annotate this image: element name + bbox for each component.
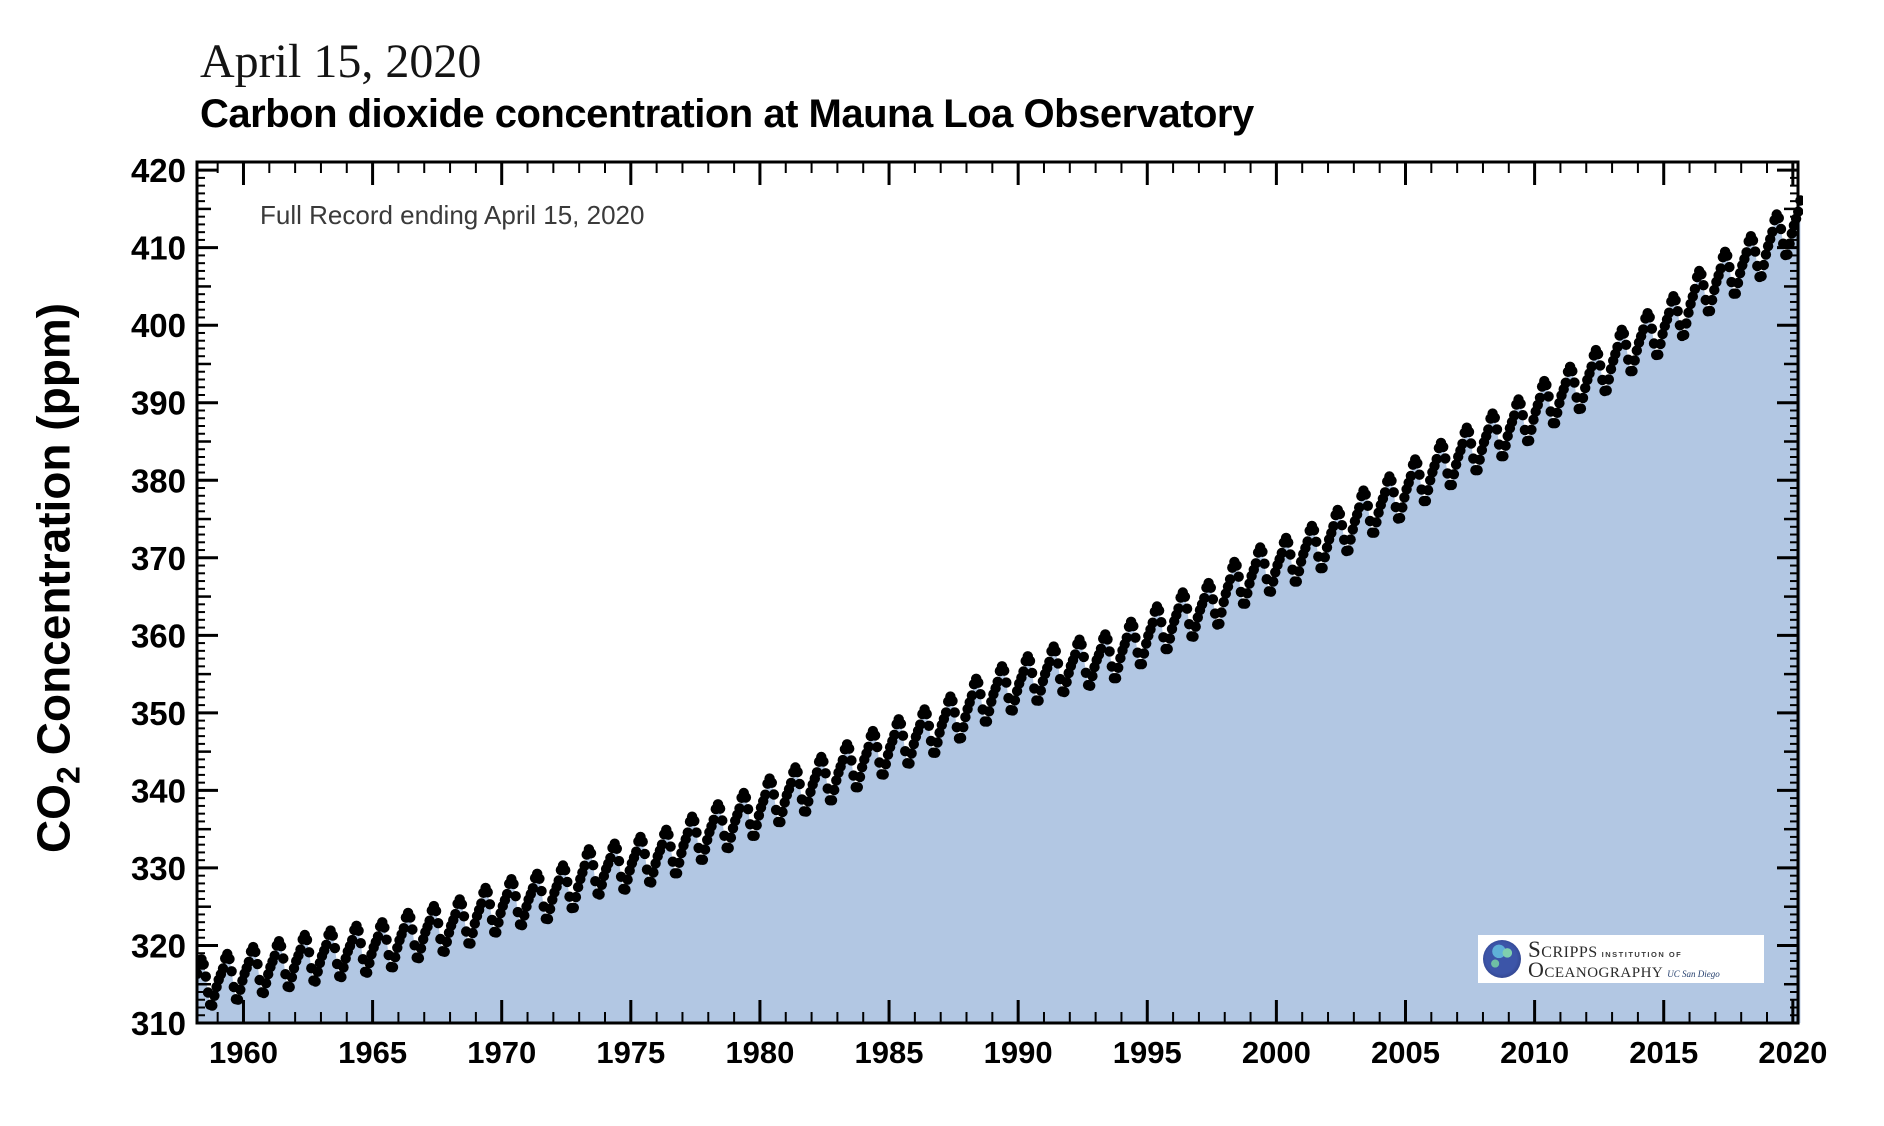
svg-text:350: 350 — [131, 695, 186, 732]
svg-text:320: 320 — [131, 927, 186, 964]
axis-ticks — [197, 162, 1798, 1025]
svg-text:420: 420 — [131, 152, 186, 189]
svg-text:380: 380 — [131, 462, 186, 499]
svg-text:390: 390 — [131, 385, 186, 422]
svg-text:360: 360 — [131, 617, 186, 654]
logo-scripps-wordmark: Scripps — [1528, 936, 1598, 962]
y-tick-labels: 310 320 330 340 350 360 370 380 390 400 410 420 — [131, 152, 186, 1042]
svg-text:370: 370 — [131, 540, 186, 577]
logo-ucsd-text: UC San Diego — [1667, 968, 1720, 979]
svg-text:1965: 1965 — [338, 1035, 407, 1070]
svg-text:340: 340 — [131, 772, 186, 809]
svg-text:1960: 1960 — [209, 1035, 278, 1070]
logo-institution-of-text: INSTITUTION OF — [1601, 949, 1683, 959]
plot-border — [195, 160, 1800, 1025]
svg-text:330: 330 — [131, 850, 186, 887]
svg-text:310: 310 — [131, 1005, 186, 1042]
x-tick-labels: 1960 1965 1970 1975 1980 1985 1990 1995 2000 2005… — [209, 1035, 1827, 1070]
co2-data-points — [197, 195, 1803, 1011]
scripps-logo: Scripps INSTITUTION OF Oceanography UC S… — [1478, 935, 1764, 983]
svg-text:1995: 1995 — [1113, 1035, 1182, 1070]
svg-text:2020: 2020 — [1758, 1035, 1827, 1070]
svg-text:1985: 1985 — [855, 1035, 924, 1070]
svg-text:410: 410 — [131, 230, 186, 267]
plot-annotation: Full Record ending April 15, 2020 — [260, 200, 645, 230]
svg-text:2000: 2000 — [1242, 1035, 1311, 1070]
logo-oceanography-wordmark: Oceanography — [1528, 956, 1664, 982]
scripps-logo-text: Scripps INSTITUTION OF Oceanography UC S… — [1528, 938, 1720, 981]
date-label: April 15, 2020 — [200, 35, 482, 88]
svg-text:1970: 1970 — [467, 1035, 536, 1070]
svg-text:2015: 2015 — [1629, 1035, 1698, 1070]
svg-text:2005: 2005 — [1371, 1035, 1440, 1070]
svg-text:1975: 1975 — [596, 1035, 665, 1070]
svg-text:400: 400 — [131, 307, 186, 344]
svg-text:1980: 1980 — [725, 1035, 794, 1070]
svg-text:1990: 1990 — [984, 1035, 1053, 1070]
chart-title: Carbon dioxide concentration at Mauna Lo… — [200, 92, 1254, 136]
svg-text:2010: 2010 — [1500, 1035, 1569, 1070]
globe-icon — [1483, 940, 1521, 978]
co2-area-fill — [197, 200, 1801, 1023]
